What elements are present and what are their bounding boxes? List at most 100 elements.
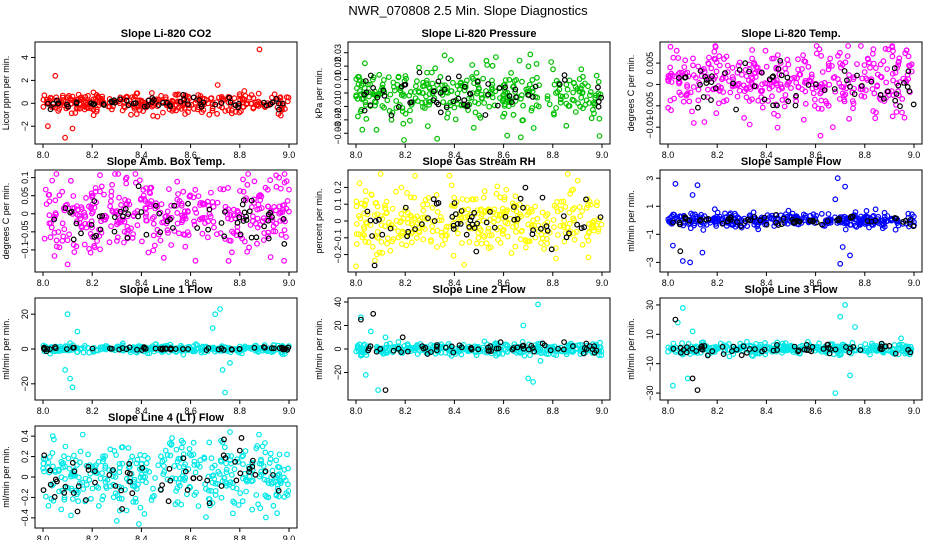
data-point: [795, 347, 802, 354]
data-point: [901, 114, 908, 121]
data-point: [239, 453, 245, 460]
data-point: [481, 100, 488, 106]
data-point: [399, 334, 406, 341]
data-point: [160, 99, 167, 106]
data-point: [452, 116, 459, 123]
data-point: [408, 220, 415, 227]
data-point: [751, 83, 758, 90]
data-point: [164, 476, 171, 483]
data-point: [378, 239, 385, 245]
data-point: [101, 475, 108, 482]
data-point: [171, 202, 178, 209]
data-point: [746, 98, 753, 104]
data-point: [715, 344, 722, 351]
data-point: [676, 219, 683, 226]
data-point: [234, 345, 241, 352]
data-point: [434, 244, 440, 250]
data-point: [560, 198, 567, 205]
data-point: [567, 190, 574, 197]
data-point: [487, 208, 493, 215]
data-point: [114, 218, 121, 225]
data-point: [116, 194, 122, 201]
data-point: [273, 172, 280, 179]
data-point: [398, 184, 405, 191]
y-tick-label: −0.005: [645, 92, 655, 120]
data-point: [46, 454, 53, 460]
x-tick-label: 8.6: [184, 278, 197, 288]
data-point: [511, 216, 518, 223]
data-point: [470, 75, 476, 82]
data-point: [80, 349, 87, 356]
data-point: [762, 340, 768, 346]
data-point: [831, 86, 838, 92]
data-point: [437, 73, 444, 80]
x-tick-label: 9.0: [596, 150, 609, 160]
x-tick-label: 9.0: [908, 406, 921, 416]
data-point: [404, 189, 410, 196]
data-point: [171, 463, 178, 469]
data-point: [866, 59, 872, 66]
data-point: [408, 214, 415, 221]
data-point: [667, 43, 674, 50]
data-point: [357, 108, 364, 115]
data-point: [265, 229, 272, 236]
data-point: [459, 240, 465, 247]
data-point: [502, 219, 509, 226]
data-point: [362, 78, 369, 84]
data-series: [364, 184, 604, 269]
data-point: [878, 74, 885, 81]
data-point: [227, 360, 233, 366]
data-point: [385, 74, 392, 80]
data-point: [251, 344, 258, 351]
data-point: [276, 106, 282, 113]
y-axis-label: ml/min per min.: [626, 318, 636, 380]
data-point: [899, 95, 906, 102]
data-point: [517, 195, 524, 202]
data-point: [831, 74, 838, 80]
y-tick-label: −3: [645, 257, 655, 267]
data-point: [474, 220, 481, 227]
data-point: [280, 215, 287, 222]
data-point: [407, 107, 413, 114]
data-point: [544, 240, 550, 247]
data-point: [88, 205, 94, 212]
data-point: [68, 485, 75, 492]
data-point: [265, 494, 272, 501]
data-point: [437, 343, 443, 350]
data-point: [477, 114, 484, 121]
data-point: [850, 105, 856, 112]
data-point: [393, 217, 400, 224]
data-point: [500, 209, 506, 215]
data-point: [852, 209, 859, 216]
data-series: [353, 51, 604, 143]
data-point: [870, 212, 877, 219]
data-point: [910, 101, 917, 108]
data-point: [249, 477, 256, 484]
data-point: [826, 350, 833, 357]
data-point: [889, 113, 896, 120]
data-point: [558, 198, 565, 205]
data-point: [433, 200, 440, 207]
data-point: [236, 109, 243, 116]
data-point: [116, 461, 123, 467]
data-point: [504, 233, 511, 240]
data-point: [59, 461, 65, 467]
data-point: [593, 202, 600, 209]
data-point: [191, 458, 198, 465]
data-point: [284, 492, 291, 499]
data-point: [71, 468, 78, 475]
data-point: [272, 228, 279, 235]
data-point: [246, 465, 253, 472]
data-point: [585, 237, 592, 244]
data-point: [861, 93, 868, 100]
data-point: [829, 63, 835, 69]
data-point: [712, 44, 719, 50]
x-tick-label: 8.0: [662, 150, 675, 160]
data-point: [173, 488, 180, 494]
data-point: [166, 440, 173, 447]
x-tick-label: 9.0: [596, 278, 609, 288]
data-point: [217, 306, 224, 312]
data-point: [900, 218, 906, 225]
data-point: [479, 94, 486, 101]
